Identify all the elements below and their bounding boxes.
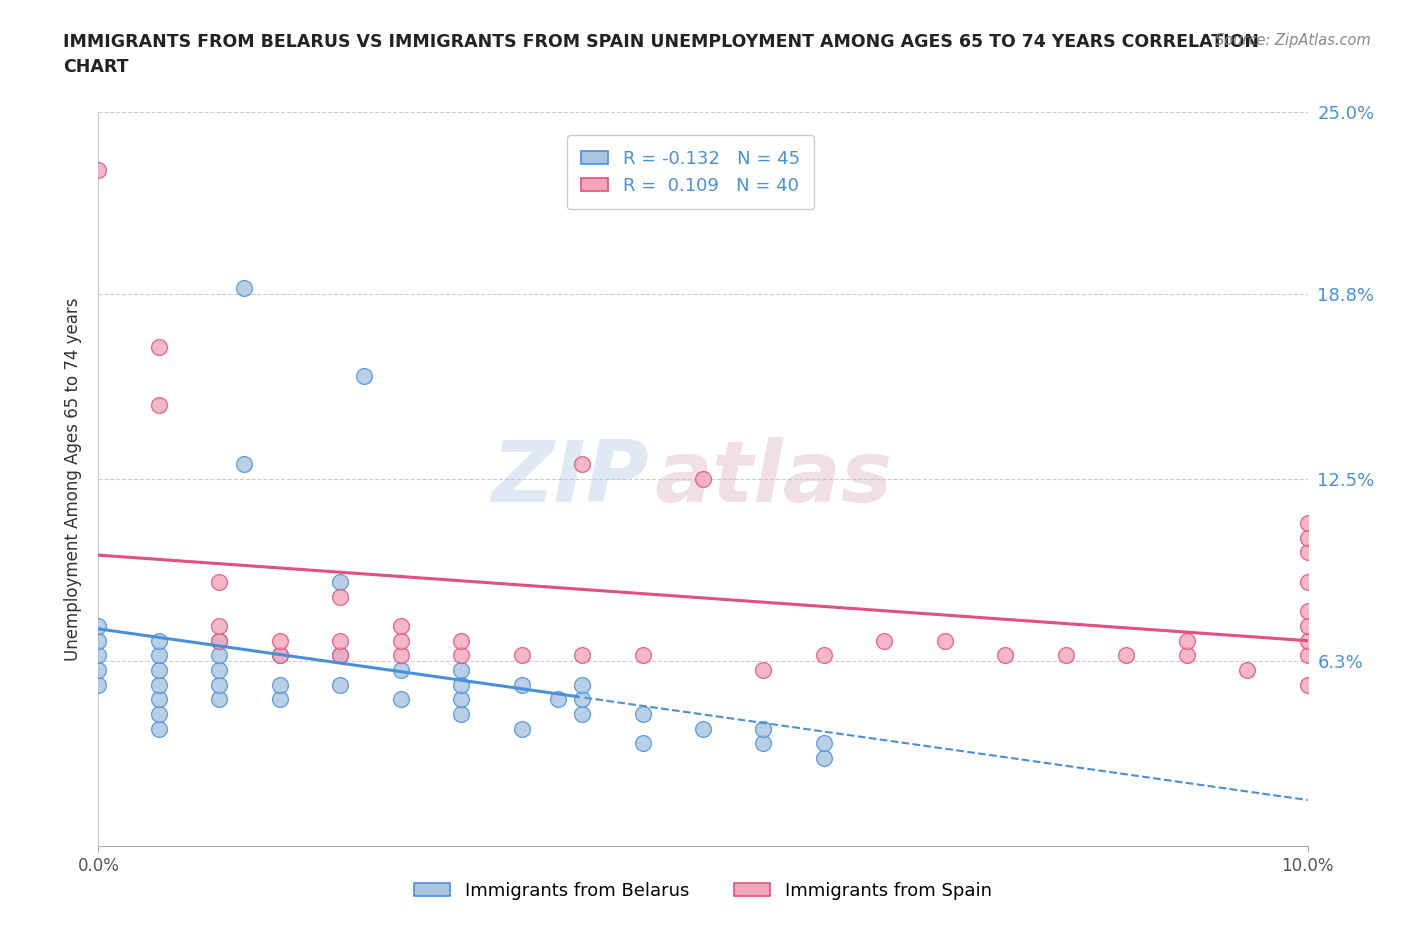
Point <box>450 633 472 648</box>
Point <box>87 662 110 677</box>
Point <box>752 662 775 677</box>
Point <box>813 648 835 663</box>
Point <box>208 633 231 648</box>
Legend: Immigrants from Belarus, Immigrants from Spain: Immigrants from Belarus, Immigrants from… <box>406 874 1000 907</box>
Point <box>269 648 291 663</box>
Point <box>353 368 375 383</box>
Point <box>450 662 472 677</box>
Point <box>148 692 170 707</box>
Point <box>1175 648 1198 663</box>
Point <box>87 648 110 663</box>
Point <box>873 633 896 648</box>
Point <box>450 648 472 663</box>
Text: IMMIGRANTS FROM BELARUS VS IMMIGRANTS FROM SPAIN UNEMPLOYMENT AMONG AGES 65 TO 7: IMMIGRANTS FROM BELARUS VS IMMIGRANTS FR… <box>63 33 1260 75</box>
Point <box>269 648 291 663</box>
Point <box>1175 633 1198 648</box>
Point <box>208 648 231 663</box>
Point <box>87 618 110 633</box>
Point <box>1296 677 1319 692</box>
Point <box>148 677 170 692</box>
Text: atlas: atlas <box>655 437 893 521</box>
Y-axis label: Unemployment Among Ages 65 to 74 years: Unemployment Among Ages 65 to 74 years <box>65 298 83 660</box>
Point <box>1296 575 1319 590</box>
Point <box>450 677 472 692</box>
Point <box>232 457 254 472</box>
Point <box>329 589 352 604</box>
Point <box>208 662 231 677</box>
Point <box>752 736 775 751</box>
Point <box>389 648 412 663</box>
Point <box>631 648 654 663</box>
Point <box>571 677 593 692</box>
Point <box>389 692 412 707</box>
Text: ZIP: ZIP <box>491 437 648 521</box>
Point <box>208 575 231 590</box>
Text: Source: ZipAtlas.com: Source: ZipAtlas.com <box>1215 33 1371 47</box>
Point <box>87 677 110 692</box>
Point <box>329 633 352 648</box>
Point <box>510 648 533 663</box>
Legend: R = -0.132   N = 45, R =  0.109   N = 40: R = -0.132 N = 45, R = 0.109 N = 40 <box>567 136 814 209</box>
Point <box>571 707 593 722</box>
Point <box>1296 648 1319 663</box>
Point <box>692 722 714 737</box>
Point <box>148 662 170 677</box>
Point <box>269 633 291 648</box>
Point <box>1296 633 1319 648</box>
Point <box>1296 618 1319 633</box>
Point <box>329 648 352 663</box>
Point <box>571 648 593 663</box>
Point <box>389 618 412 633</box>
Point <box>148 633 170 648</box>
Point <box>148 398 170 413</box>
Point <box>571 457 593 472</box>
Point <box>329 677 352 692</box>
Point <box>631 707 654 722</box>
Point <box>994 648 1017 663</box>
Point <box>208 692 231 707</box>
Point <box>389 633 412 648</box>
Point <box>1296 604 1319 618</box>
Point <box>1296 530 1319 545</box>
Point <box>813 751 835 765</box>
Point <box>87 633 110 648</box>
Point <box>329 575 352 590</box>
Point <box>148 339 170 354</box>
Point <box>148 707 170 722</box>
Point <box>148 722 170 737</box>
Point <box>208 618 231 633</box>
Point <box>148 648 170 663</box>
Point <box>450 707 472 722</box>
Point <box>87 163 110 178</box>
Point <box>329 648 352 663</box>
Point <box>1115 648 1137 663</box>
Point <box>510 722 533 737</box>
Point <box>269 692 291 707</box>
Point <box>208 633 231 648</box>
Point <box>631 736 654 751</box>
Point <box>232 281 254 296</box>
Point <box>208 677 231 692</box>
Point <box>934 633 956 648</box>
Point <box>1054 648 1077 663</box>
Point <box>450 692 472 707</box>
Point <box>692 472 714 486</box>
Point <box>389 662 412 677</box>
Point <box>1296 515 1319 530</box>
Point <box>1296 545 1319 560</box>
Point <box>752 722 775 737</box>
Point <box>510 677 533 692</box>
Point <box>269 677 291 692</box>
Point <box>813 736 835 751</box>
Point <box>571 692 593 707</box>
Point <box>547 692 569 707</box>
Point <box>1236 662 1258 677</box>
